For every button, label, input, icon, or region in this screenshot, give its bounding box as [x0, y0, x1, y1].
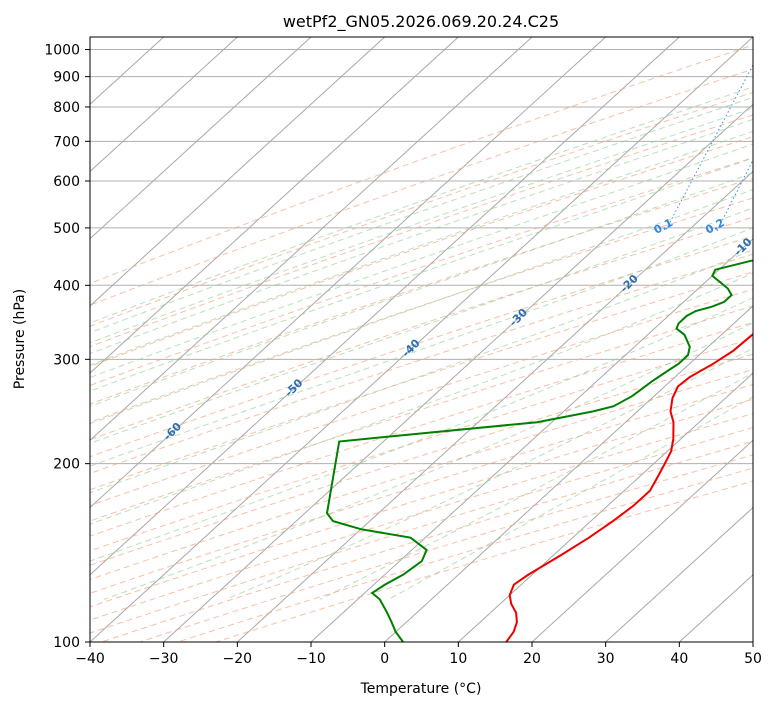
x-tick-label: 20 [523, 651, 541, 667]
y-tick-label: 200 [53, 457, 80, 473]
y-tick-label: 800 [53, 100, 80, 116]
x-tick-label: 10 [449, 651, 467, 667]
chart-title: wetPf2_GN05.2026.069.20.24.C25 [283, 12, 559, 32]
x-tick-label: −20 [223, 651, 253, 667]
y-tick-label: 300 [53, 352, 80, 368]
x-tick-label: −10 [296, 651, 326, 667]
y-tick-label: 600 [53, 174, 80, 190]
x-axis-label: Temperature (°C) [360, 681, 482, 697]
x-tick-label: 50 [744, 651, 762, 667]
y-tick-label: 700 [53, 134, 80, 150]
x-tick-label: 0 [380, 651, 389, 667]
x-tick-label: 30 [597, 651, 615, 667]
y-tick-label: 900 [53, 70, 80, 86]
x-tick-label: 40 [670, 651, 688, 667]
x-tick-label: −30 [149, 651, 179, 667]
y-tick-label: 500 [53, 221, 80, 237]
x-tick-label: −40 [75, 651, 105, 667]
y-tick-label: 1000 [44, 43, 80, 59]
y-axis-label: Pressure (hPa) [12, 289, 28, 389]
y-tick-label: 400 [53, 278, 80, 294]
y-tick-label: 100 [53, 635, 80, 651]
